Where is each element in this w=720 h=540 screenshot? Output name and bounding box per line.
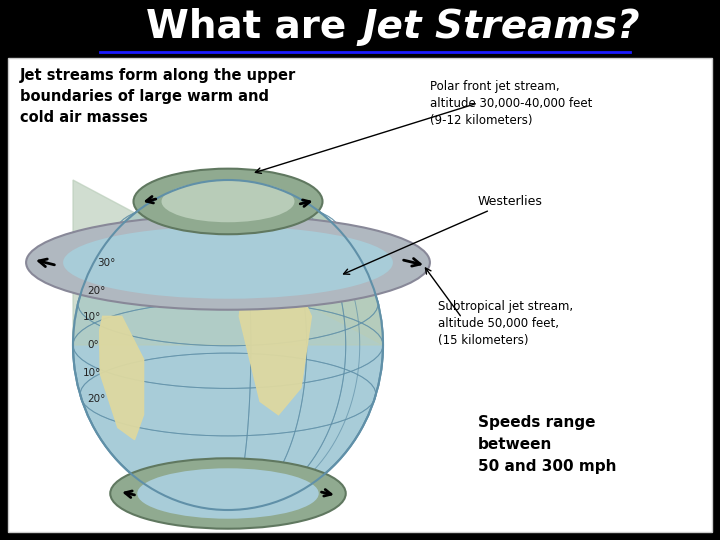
Text: What are: What are	[146, 8, 360, 46]
Ellipse shape	[110, 458, 346, 529]
Polygon shape	[212, 195, 266, 244]
Polygon shape	[99, 316, 143, 440]
Ellipse shape	[64, 227, 392, 298]
Ellipse shape	[26, 215, 430, 310]
Text: 20°: 20°	[88, 394, 106, 404]
Text: Polar front jet stream,
altitude 30,000-40,000 feet
(9-12 kilometers): Polar front jet stream, altitude 30,000-…	[430, 80, 593, 127]
Text: Subtropical jet stream,
altitude 50,000 feet,
(15 kilometers): Subtropical jet stream, altitude 50,000 …	[438, 300, 573, 347]
Text: 10°: 10°	[82, 312, 101, 322]
Text: Westerlies: Westerlies	[478, 195, 543, 208]
Text: 30°: 30°	[97, 258, 116, 267]
Text: 10°: 10°	[82, 368, 101, 378]
Polygon shape	[73, 180, 383, 345]
Text: Jet streams form along the upper
boundaries of large warm and
cold air masses: Jet streams form along the upper boundar…	[20, 68, 296, 125]
Polygon shape	[178, 184, 215, 202]
Ellipse shape	[73, 180, 383, 510]
Polygon shape	[239, 251, 312, 415]
FancyBboxPatch shape	[8, 58, 712, 532]
Ellipse shape	[138, 468, 319, 519]
Polygon shape	[73, 180, 383, 345]
Ellipse shape	[133, 168, 323, 234]
Text: 20°: 20°	[88, 286, 106, 295]
Text: 0°: 0°	[87, 340, 99, 350]
Polygon shape	[109, 195, 174, 275]
Ellipse shape	[63, 226, 393, 299]
Text: Jet Streams?: Jet Streams?	[362, 8, 639, 46]
Text: Speeds range
between
50 and 300 mph: Speeds range between 50 and 300 mph	[478, 415, 616, 475]
Ellipse shape	[161, 181, 294, 222]
